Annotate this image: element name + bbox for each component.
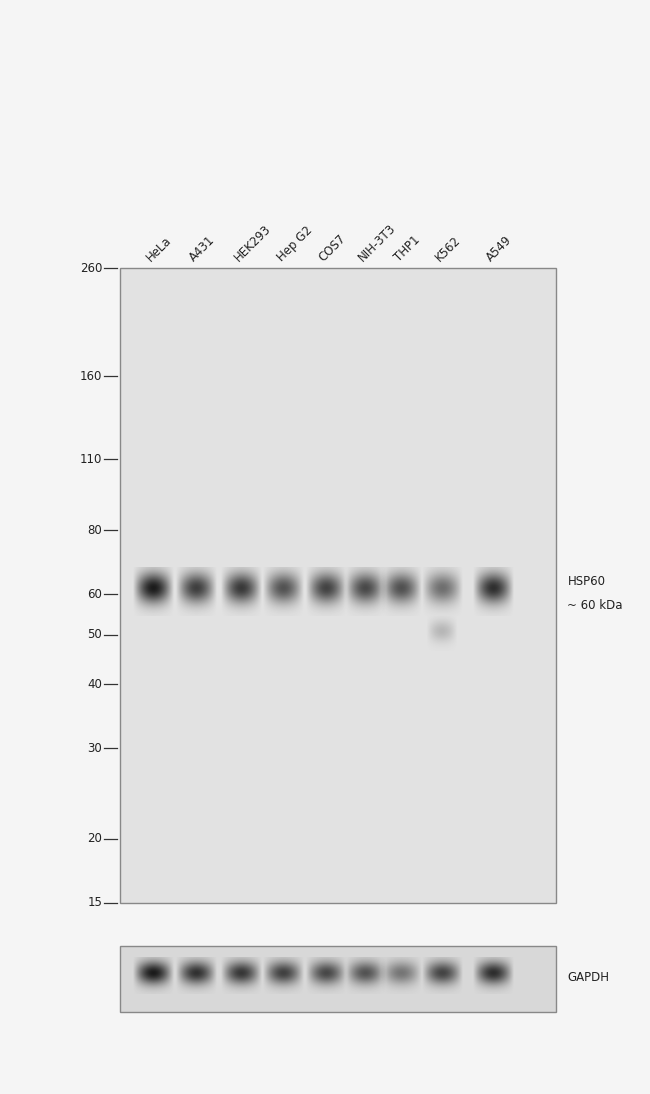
Text: A431: A431 [187,233,218,264]
Text: GAPDH: GAPDH [567,971,610,985]
Text: HeLa: HeLa [144,233,174,264]
Text: 260: 260 [80,261,102,275]
Text: K562: K562 [432,233,463,264]
Text: 15: 15 [87,896,102,909]
Text: Hep G2: Hep G2 [274,223,315,264]
Text: 30: 30 [87,742,102,755]
Text: COS7: COS7 [317,232,348,264]
FancyBboxPatch shape [120,268,556,903]
Text: ~ 60 kDa: ~ 60 kDa [567,598,623,612]
Text: THP1: THP1 [392,233,422,264]
FancyBboxPatch shape [120,946,556,1012]
Text: 80: 80 [87,524,102,537]
Text: 60: 60 [87,587,102,601]
Text: HSP60: HSP60 [567,574,605,587]
Text: 160: 160 [80,370,102,383]
Text: HEK293: HEK293 [232,222,274,264]
Text: NIH-3T3: NIH-3T3 [356,221,398,264]
Text: 50: 50 [87,628,102,641]
Text: 40: 40 [87,678,102,691]
Text: A549: A549 [484,233,514,264]
Text: 110: 110 [80,453,102,466]
Text: 20: 20 [87,833,102,845]
